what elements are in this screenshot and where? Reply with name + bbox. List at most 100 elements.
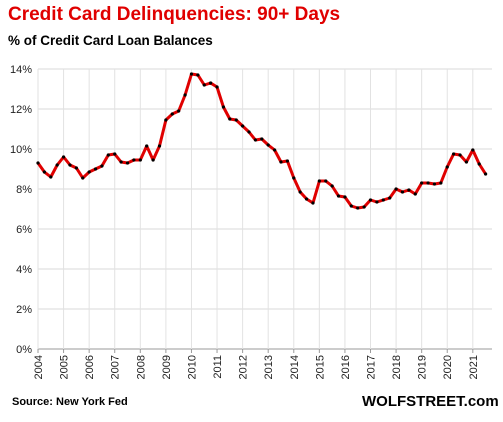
data-point bbox=[420, 181, 424, 185]
data-point bbox=[209, 81, 213, 85]
data-point bbox=[81, 176, 85, 180]
data-point bbox=[260, 137, 264, 141]
data-point bbox=[413, 192, 417, 196]
data-point bbox=[132, 158, 136, 162]
x-tick-label: 2014 bbox=[289, 355, 301, 379]
y-tick-label: 2% bbox=[16, 304, 32, 316]
data-point bbox=[292, 176, 296, 180]
data-point bbox=[106, 153, 110, 157]
data-point bbox=[324, 179, 328, 183]
data-point bbox=[196, 73, 200, 77]
x-tick-label: 2013 bbox=[263, 355, 275, 379]
data-point bbox=[221, 105, 226, 109]
data-point bbox=[464, 160, 469, 164]
data-point bbox=[298, 190, 302, 194]
data-point bbox=[74, 166, 78, 170]
data-point bbox=[362, 205, 366, 209]
data-point bbox=[234, 118, 238, 122]
chart-title: Credit Card Delinquencies: 90+ Days bbox=[8, 4, 341, 25]
data-point bbox=[241, 124, 245, 128]
data-point bbox=[388, 196, 392, 200]
data-point bbox=[452, 152, 456, 156]
data-point bbox=[36, 161, 40, 165]
data-point bbox=[87, 170, 91, 174]
x-tick-label: 2008 bbox=[135, 355, 147, 379]
data-point bbox=[439, 181, 443, 185]
y-tick-label: 10% bbox=[10, 144, 32, 156]
data-point bbox=[125, 161, 130, 165]
y-tick-label: 4% bbox=[16, 264, 32, 276]
x-tick-label: 2021 bbox=[468, 355, 480, 379]
x-tick-label: 2010 bbox=[186, 355, 198, 379]
grid bbox=[37, 68, 492, 350]
data-point bbox=[458, 153, 462, 157]
data-point bbox=[170, 112, 174, 116]
data-point bbox=[119, 160, 123, 164]
x-tick-label: 2004 bbox=[33, 355, 45, 379]
data-point bbox=[279, 160, 283, 164]
data-point bbox=[330, 184, 334, 188]
data-point bbox=[228, 117, 232, 121]
x-tick-label: 2005 bbox=[59, 355, 71, 379]
data-point bbox=[113, 152, 117, 156]
data-point bbox=[49, 175, 53, 179]
x-tick-label: 2009 bbox=[161, 355, 173, 379]
x-axis: 2004 2005 2006 2007 2008 2009 2010 2011 2012 2013… bbox=[33, 349, 480, 379]
data-point bbox=[400, 190, 405, 194]
data-point bbox=[336, 194, 341, 198]
x-tick-label: 2019 bbox=[417, 355, 429, 379]
brand-logo-text: WOLFSTREET.com bbox=[362, 393, 499, 410]
data-point bbox=[375, 200, 379, 204]
data-point bbox=[356, 206, 360, 210]
data-point bbox=[93, 167, 98, 171]
data-point bbox=[285, 159, 289, 163]
series bbox=[36, 72, 488, 210]
y-tick-label: 14% bbox=[10, 64, 32, 76]
x-tick-label: 2020 bbox=[442, 355, 454, 379]
y-tick-label: 8% bbox=[16, 184, 32, 196]
x-tick-label: 2015 bbox=[314, 355, 326, 379]
data-point bbox=[445, 165, 449, 169]
data-point bbox=[145, 144, 149, 148]
data-point bbox=[317, 179, 321, 183]
x-tick-label: 2016 bbox=[340, 355, 352, 379]
data-point bbox=[138, 158, 142, 162]
data-point bbox=[368, 198, 373, 202]
x-tick-label: 2012 bbox=[238, 355, 250, 379]
y-tick-label: 0% bbox=[16, 344, 32, 356]
y-axis: 0% 2% 4% 6% 8% 10% 12% 14% bbox=[10, 64, 32, 356]
x-tick-label: 2007 bbox=[110, 355, 122, 379]
data-point bbox=[484, 172, 488, 176]
x-tick-label: 2006 bbox=[84, 355, 96, 379]
data-point bbox=[157, 144, 162, 148]
source-note: Source: New York Fed bbox=[12, 396, 128, 408]
data-point bbox=[407, 188, 411, 192]
data-point bbox=[272, 148, 277, 152]
data-point bbox=[381, 198, 385, 202]
data-point bbox=[426, 181, 430, 185]
data-point bbox=[311, 201, 315, 205]
data-point bbox=[349, 204, 353, 208]
data-point bbox=[304, 197, 309, 201]
x-tick-label: 2011 bbox=[212, 355, 224, 379]
data-point bbox=[266, 143, 270, 147]
series-line bbox=[36, 72, 488, 210]
data-point bbox=[42, 170, 46, 174]
data-point bbox=[202, 83, 206, 87]
data-point bbox=[177, 109, 181, 113]
data-point bbox=[68, 163, 72, 167]
data-point bbox=[164, 118, 168, 122]
data-point bbox=[477, 162, 481, 166]
data-point bbox=[432, 182, 437, 186]
data-point bbox=[215, 85, 219, 89]
data-point bbox=[61, 155, 66, 159]
x-tick-label: 2017 bbox=[366, 355, 378, 379]
chart-subtitle: % of Credit Card Loan Balances bbox=[8, 33, 213, 48]
data-point bbox=[247, 130, 251, 134]
data-point bbox=[100, 164, 104, 168]
x-tick-label: 2018 bbox=[391, 355, 403, 379]
data-point bbox=[471, 148, 475, 152]
y-tick-label: 12% bbox=[10, 104, 32, 116]
data-point bbox=[55, 163, 59, 167]
